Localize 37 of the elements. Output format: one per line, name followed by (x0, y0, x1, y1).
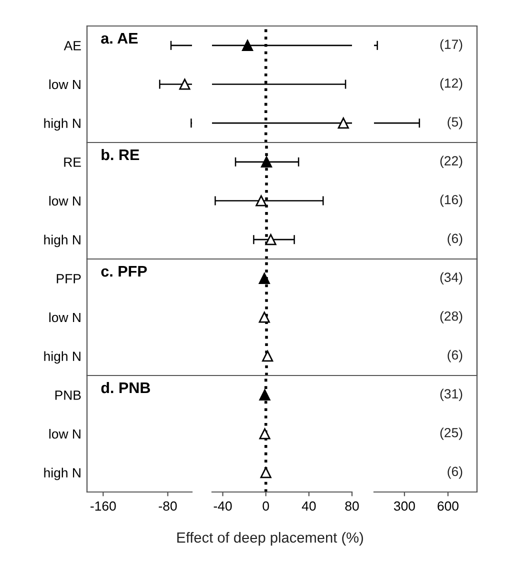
x-tick-label: 300 (394, 501, 415, 511)
annotation: (12) (440, 78, 462, 90)
x-tick-label: 40 (302, 501, 316, 511)
x-axis-title: Effect of deep placement (%) (177, 532, 364, 546)
x-tick-label: -80 (158, 501, 177, 511)
y-tick-label: high N (44, 118, 80, 131)
annotation: (6) (448, 350, 462, 362)
y-tick-label: PNB (55, 390, 81, 400)
y-tick-label: AE (64, 41, 81, 50)
chart-title: a. AE (101, 33, 138, 44)
annotation: (28) (440, 311, 462, 324)
x-tick-label: -160 (90, 501, 116, 511)
y-tick-label: high N (44, 351, 80, 364)
x-tick-label: 80 (345, 501, 359, 511)
y-tick-label: low N (49, 428, 80, 439)
y-tick-label: high N (44, 234, 80, 248)
y-tick-label: low N (49, 79, 80, 90)
y-tick-label: low N (49, 196, 80, 206)
x-tick-label: 600 (438, 501, 458, 511)
annotation: (31) (440, 388, 462, 402)
chart-title: d. PNB (101, 382, 150, 394)
annotation: (16) (440, 194, 462, 207)
y-tick-label: high N (44, 468, 80, 480)
annotation: (34) (440, 272, 462, 285)
annotation: (25) (440, 428, 462, 440)
annotation: (6) (448, 233, 462, 246)
x-tick-label: -40 (214, 501, 232, 511)
chart-title: c. PFP (101, 266, 147, 277)
chart-title: b. RE (102, 148, 140, 160)
annotation: (6) (448, 466, 462, 479)
x-tick-label: 0 (262, 501, 269, 511)
y-tick-label: PFP (56, 274, 81, 284)
y-tick-label: low N (49, 312, 80, 322)
annotation: (22) (440, 156, 462, 168)
annotation: (17) (440, 39, 462, 52)
annotation: (5) (448, 116, 462, 130)
y-tick-label: RE (64, 158, 81, 167)
